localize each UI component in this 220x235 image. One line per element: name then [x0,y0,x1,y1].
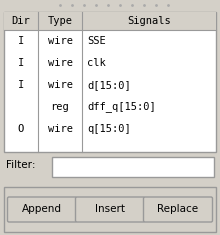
Text: wire: wire [48,80,73,90]
Text: I: I [18,58,24,68]
FancyBboxPatch shape [75,197,145,222]
Text: wire: wire [48,124,73,134]
Text: dff_q[15:0]: dff_q[15:0] [87,102,156,113]
Text: Replace: Replace [158,204,199,215]
Text: SSE: SSE [87,36,106,46]
Text: clk: clk [87,58,106,68]
Text: wire: wire [48,36,73,46]
FancyBboxPatch shape [143,197,213,222]
Bar [4,187,216,232]
Text: I: I [18,80,24,90]
Text: Insert: Insert [95,204,125,215]
Text: O: O [18,124,24,134]
Text: d[15:0]: d[15:0] [87,80,131,90]
Text: Dir: Dir [12,16,30,26]
Bar [4,12,216,30]
Text: Filter:: Filter: [6,160,35,170]
Text: Type: Type [48,16,73,26]
Bar [52,157,214,177]
FancyBboxPatch shape [7,197,77,222]
Text: Signals: Signals [127,16,171,26]
Text: q[15:0]: q[15:0] [87,124,131,134]
Text: reg: reg [51,102,69,112]
Text: Append: Append [22,204,62,215]
Text: I: I [18,36,24,46]
Text: wire: wire [48,58,73,68]
Bar [4,12,216,152]
